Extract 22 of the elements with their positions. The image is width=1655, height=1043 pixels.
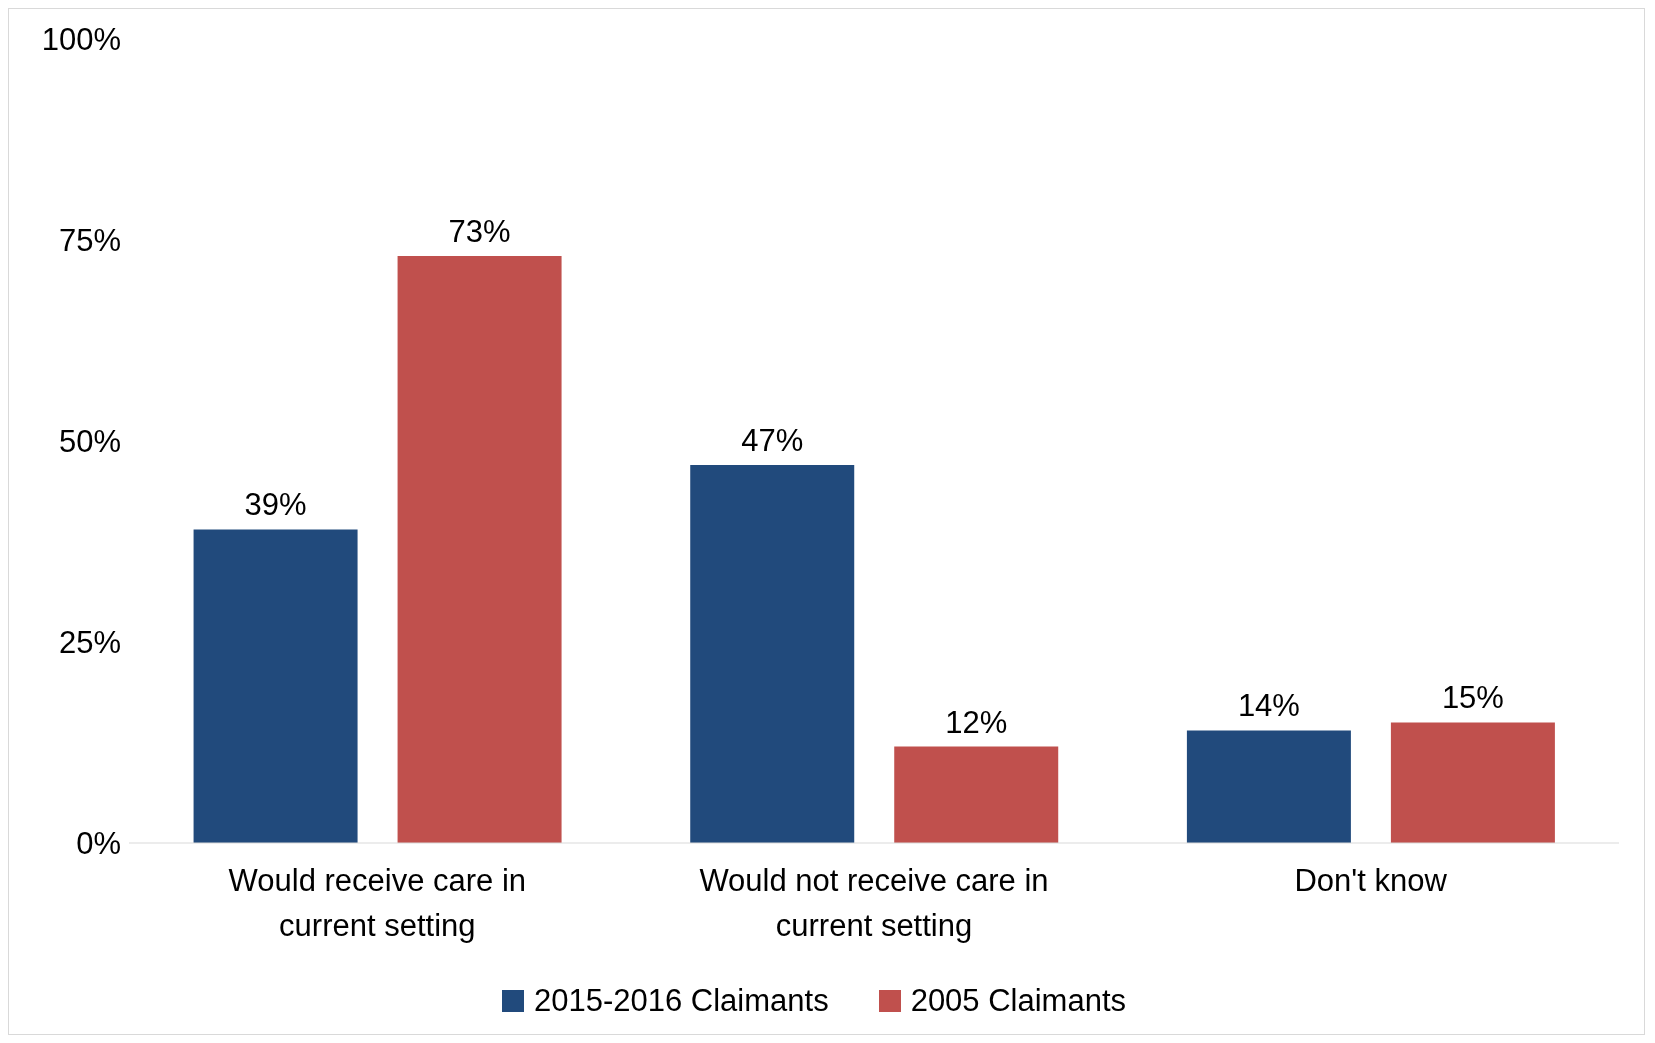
bar [1390,722,1555,843]
data-label: 15% [1441,680,1504,716]
data-label: 47% [741,423,804,459]
data-label: 14% [1237,688,1300,724]
bar [894,746,1059,843]
y-tick-label: 50% [58,424,121,460]
data-label: 39% [244,487,307,523]
bar [397,256,562,843]
data-label: 73% [448,214,511,250]
y-tick-label: 100% [41,22,121,58]
x-tick-label: Don't know [1294,863,1448,898]
bar [1186,730,1351,843]
bar [690,465,855,843]
x-tick-label: Would not receive care in current setting [699,863,1049,943]
y-tick-label: 75% [58,223,121,259]
legend-label: 2005 Claimants [909,983,1127,1019]
legend-label: 2015-2016 Claimants [532,983,829,1019]
data-label: 12% [945,704,1008,740]
y-tick-label: 25% [58,625,121,661]
x-tick-label: Would receive care in current setting [228,863,527,943]
bar [193,529,358,843]
y-tick-label: 0% [76,826,121,862]
